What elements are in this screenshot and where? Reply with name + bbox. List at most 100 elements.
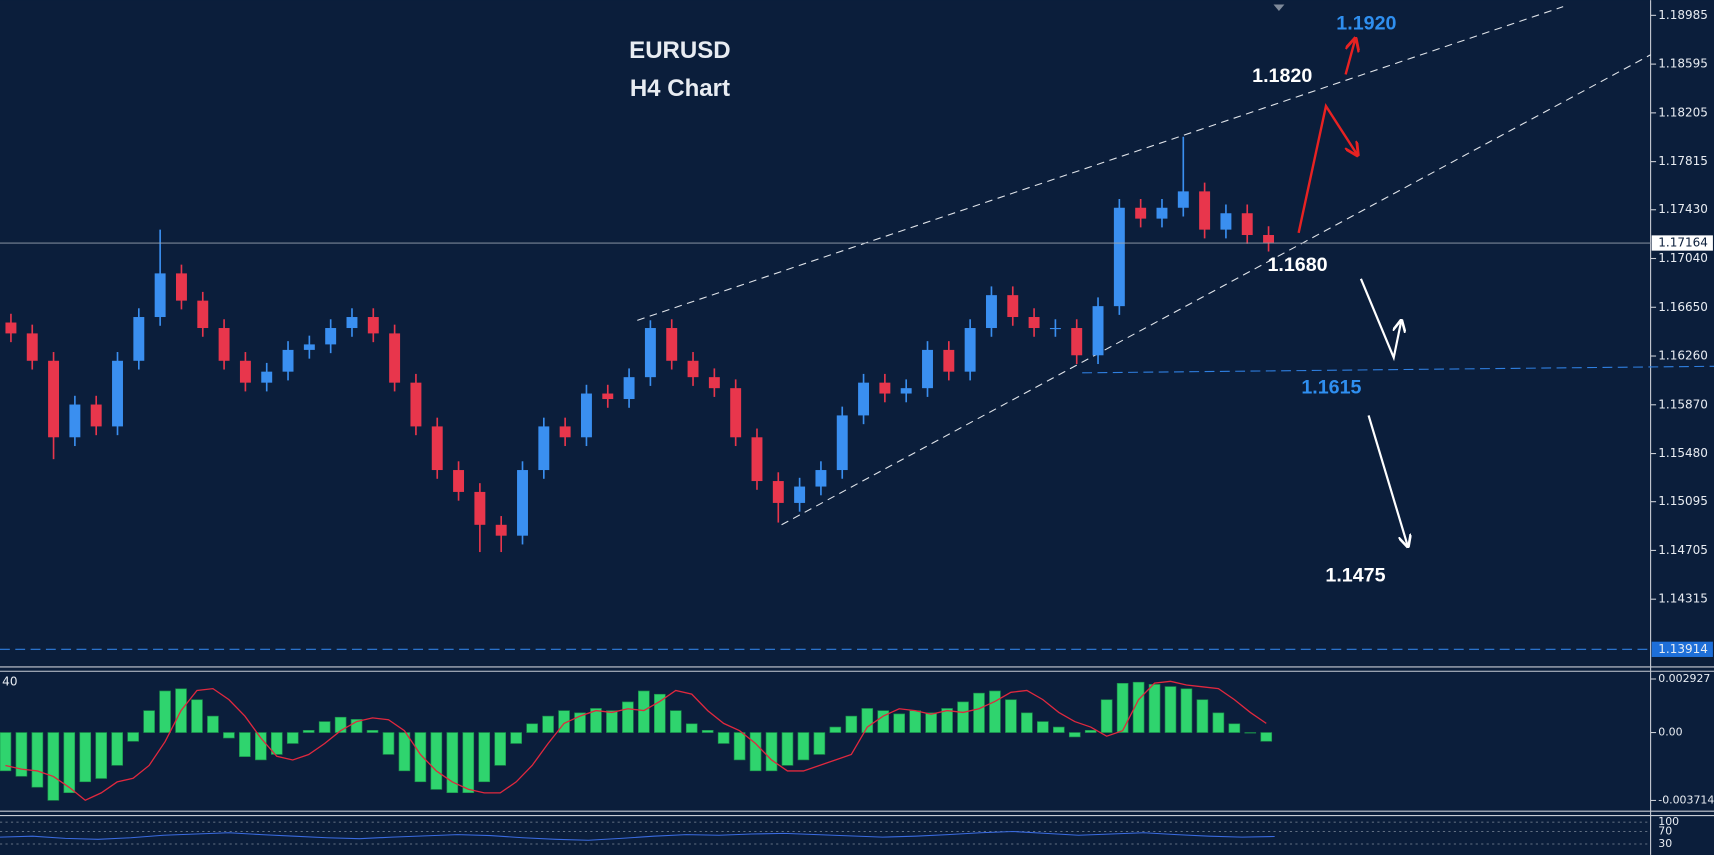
candle-body	[1241, 213, 1253, 236]
histogram-bar	[366, 730, 379, 733]
histogram-bar	[781, 732, 794, 766]
histogram-bar	[1212, 712, 1225, 733]
candle-body	[559, 426, 571, 438]
histogram-bar	[0, 732, 12, 772]
candle-body	[5, 322, 17, 334]
histogram-bar	[893, 713, 905, 733]
candle-body	[772, 481, 784, 503]
histogram-bar	[749, 732, 762, 772]
histogram-bar	[845, 715, 858, 733]
candle-body	[538, 426, 550, 471]
histogram-bar	[733, 732, 746, 761]
histogram-bar	[989, 690, 1001, 733]
histogram-bar	[765, 732, 778, 772]
candle-body	[730, 388, 742, 438]
histogram-bar	[1100, 699, 1113, 733]
y-tick-label: 1.15480	[1658, 446, 1708, 460]
indicator-label: 40	[2, 675, 17, 689]
y-tick-label: 1.18595	[1658, 57, 1708, 71]
y-tick-label: 1.17040	[1658, 251, 1708, 265]
candle-body	[410, 382, 422, 427]
histogram-bar	[1228, 723, 1241, 733]
y-tick-label: 0.00	[1658, 726, 1682, 739]
histogram-bar	[31, 732, 44, 788]
histogram-bar	[1244, 732, 1257, 734]
y-tick-label: 1.15870	[1658, 397, 1708, 411]
histogram-bar	[207, 715, 219, 733]
candle-body	[858, 382, 870, 416]
histogram-bar	[1164, 686, 1177, 733]
support-label: 1.13914	[1658, 642, 1708, 656]
histogram-bar	[446, 732, 459, 794]
arrow	[1297, 103, 1358, 234]
candle-body	[964, 328, 976, 372]
histogram-bar	[127, 732, 139, 742]
y-tick-label: 1.15095	[1658, 494, 1708, 508]
histogram-bar	[685, 723, 698, 733]
arrow	[1359, 278, 1401, 362]
histogram-bar	[1005, 699, 1017, 733]
histogram-bar	[526, 723, 538, 733]
histogram-bar	[478, 732, 491, 783]
histogram-bar	[430, 732, 443, 790]
candle-body	[517, 470, 528, 536]
candle-body	[922, 349, 933, 389]
histogram-bar	[1116, 682, 1129, 733]
candle-body	[644, 328, 656, 378]
histogram-bar	[494, 732, 507, 766]
current-price-label: 1.17164	[1658, 236, 1708, 250]
candle-body	[580, 393, 592, 438]
y-tick-label: 1.16650	[1658, 300, 1708, 314]
histogram-bar	[622, 701, 634, 733]
candle-body	[69, 404, 81, 438]
histogram-bar	[638, 690, 650, 733]
candle-body	[218, 328, 230, 361]
histogram-bar	[1196, 699, 1209, 733]
histogram-bar	[79, 732, 92, 783]
candle-body	[1113, 207, 1125, 307]
y-tick-label: -0.003714	[1658, 793, 1714, 806]
candle-body	[282, 349, 294, 372]
y-tick-label: 1.16260	[1658, 349, 1708, 363]
y-tick-label: 30	[1658, 837, 1672, 850]
histogram-bar	[829, 726, 842, 733]
chart-title: EURUSD	[629, 37, 730, 64]
histogram-bar	[350, 719, 363, 733]
histogram-bar	[159, 690, 171, 733]
histogram-bar	[1180, 688, 1193, 733]
annotation: 1.1680	[1267, 254, 1327, 276]
histogram-bar	[941, 708, 953, 733]
histogram-bar	[717, 732, 730, 744]
histogram-bar	[1021, 712, 1033, 733]
candle-body	[900, 388, 912, 394]
histogram-bar	[1037, 721, 1049, 733]
histogram-bar	[973, 692, 985, 733]
histogram-bar	[1052, 726, 1065, 733]
y-tick-label: 1.18205	[1658, 105, 1708, 119]
histogram-bar	[95, 732, 108, 779]
y-tick-label: 100	[1658, 815, 1679, 828]
candle-body	[389, 333, 401, 383]
trendline	[637, 6, 1564, 321]
candle-body	[1028, 317, 1040, 329]
histogram-bar	[909, 710, 921, 733]
level-line	[1082, 365, 1714, 374]
candle-body	[1049, 328, 1061, 330]
candle-body	[431, 426, 443, 471]
candle-body	[666, 328, 678, 361]
histogram-bar	[1068, 732, 1081, 738]
histogram-bar	[47, 732, 60, 801]
chart-subtitle: H4 Chart	[630, 75, 730, 102]
candle-body	[1199, 191, 1211, 230]
y-tick-label: 70	[1658, 824, 1672, 837]
histogram-bar	[925, 712, 937, 733]
candle-body	[708, 377, 720, 389]
histogram-bar	[382, 732, 395, 755]
candle-body	[1007, 295, 1019, 318]
signal-line	[5, 680, 1267, 801]
candle-body	[261, 371, 273, 383]
histogram-bar	[861, 708, 874, 733]
candle-body	[1263, 235, 1275, 243]
